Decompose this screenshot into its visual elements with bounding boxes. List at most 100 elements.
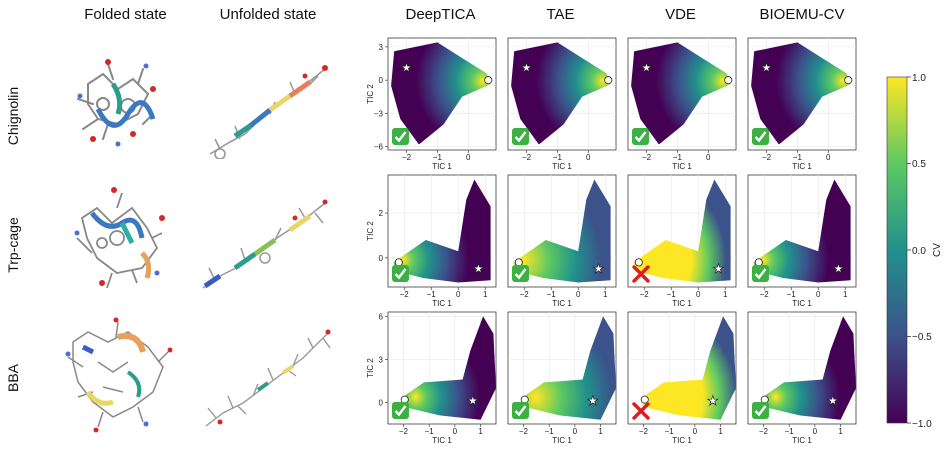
x-tick-label: 0 xyxy=(453,427,458,436)
x-tick-label: −2 xyxy=(522,153,532,162)
x-tick-label: −2 xyxy=(759,427,769,436)
folded-state-star-marker: ★ xyxy=(833,261,845,276)
x-tick-label: 0 xyxy=(826,153,831,162)
x-tick-label: 1 xyxy=(603,290,608,299)
x-tick-label: −1 xyxy=(427,290,437,299)
colorbar-label: CV xyxy=(932,243,943,257)
cv-density-region xyxy=(640,316,736,420)
x-tick-label: −2 xyxy=(402,153,412,162)
cv-density-region xyxy=(760,316,856,420)
x-tick-label: −1 xyxy=(425,427,435,436)
col-title-folded: Folded state xyxy=(84,6,167,23)
y-tick-label: 3 xyxy=(379,355,384,364)
cv-density-region xyxy=(520,316,616,420)
unfolded-state-circle-marker xyxy=(844,76,853,85)
molecule-trp-cage-folded xyxy=(62,178,182,303)
colorbar-tick: 0.5 xyxy=(912,159,926,170)
cv-density-region xyxy=(751,42,850,145)
x-tick-label: 0 xyxy=(816,290,821,299)
x-tick-label: 0 xyxy=(586,153,591,162)
unfolded-state-circle-marker xyxy=(724,76,733,85)
scatter-panel: ★ −2 −1 0 1 TIC 1 6 3 0 TIC 2 xyxy=(366,311,497,445)
x-tick-label: −1 xyxy=(667,290,677,299)
cross-mark-icon xyxy=(632,402,650,420)
unfolded-state-circle-marker xyxy=(754,258,763,267)
col-title-vde: VDE xyxy=(665,6,696,23)
x-axis-label: TIC 1 xyxy=(432,162,452,171)
x-tick-label: 1 xyxy=(478,427,483,436)
y-tick-label: 3 xyxy=(379,43,384,52)
row-label-bba: BBA xyxy=(5,364,21,393)
col-title-deeptica: DeepTICA xyxy=(405,6,476,23)
folded-state-star-marker: ★ xyxy=(707,393,719,408)
x-axis-label: TIC 1 xyxy=(672,436,692,445)
x-tick-label: −1 xyxy=(545,427,555,436)
check-mark-icon xyxy=(752,265,769,282)
cv-density-region xyxy=(753,179,851,283)
x-axis-label: TIC 1 xyxy=(672,299,692,308)
scatter-panel: ★ −2 −1 0 1 TIC 1 xyxy=(627,311,737,445)
y-tick-label: 2 xyxy=(379,209,384,218)
check-mark-icon xyxy=(512,265,529,282)
col-title-unfolded: Unfolded state xyxy=(219,6,317,23)
molecule-bba-unfolded xyxy=(198,318,338,438)
row-label-trp-cage: Trp-cage xyxy=(5,217,21,273)
colorbar-tick: 0.0 xyxy=(912,246,926,257)
cv-density-region xyxy=(633,179,731,283)
col-title-tae: TAE xyxy=(546,6,575,23)
cv-density-region xyxy=(511,42,610,145)
x-tick-label: 1 xyxy=(718,427,723,436)
x-tick-label: 1 xyxy=(598,427,603,436)
col-title-bioemu-cv: BIOEMU-CV xyxy=(759,6,845,23)
x-tick-label: −2 xyxy=(639,427,649,436)
x-tick-label: 0 xyxy=(456,290,461,299)
cv-density-region xyxy=(400,316,496,420)
folded-state-star-marker: ★ xyxy=(827,393,839,408)
x-axis-label: TIC 1 xyxy=(792,436,812,445)
x-tick-label: 0 xyxy=(573,427,578,436)
x-tick-label: −2 xyxy=(642,153,652,162)
x-tick-label: −1 xyxy=(785,427,795,436)
x-tick-label: 0 xyxy=(706,153,711,162)
molecule-chignolin-unfolded xyxy=(200,54,335,164)
cv-density-region xyxy=(393,179,491,283)
x-tick-label: −1 xyxy=(553,153,563,162)
x-tick-label: 1 xyxy=(843,290,848,299)
y-tick-label: −3 xyxy=(374,109,384,118)
x-axis-label: TIC 1 xyxy=(792,162,812,171)
x-axis-label: TIC 1 xyxy=(552,162,572,171)
y-axis-label: TIC 2 xyxy=(366,221,375,241)
x-tick-label: 1 xyxy=(838,427,843,436)
unfolded-state-circle-marker xyxy=(484,76,493,85)
check-mark-icon xyxy=(512,402,529,419)
check-mark-icon xyxy=(392,128,409,145)
x-tick-label: −1 xyxy=(793,153,803,162)
y-tick-label: 0 xyxy=(379,76,384,85)
x-axis-label: TIC 1 xyxy=(792,299,812,308)
x-tick-label: −1 xyxy=(673,153,683,162)
cv-density-region xyxy=(631,42,730,145)
x-tick-label: −2 xyxy=(520,290,530,299)
cross-mark-icon xyxy=(632,265,650,283)
x-tick-label: −1 xyxy=(433,153,443,162)
check-mark-icon xyxy=(632,128,649,145)
colorbar: 1.0 0.5 0.0 −0.5 −1.0 CV xyxy=(880,73,945,433)
folded-state-star-marker: ★ xyxy=(713,261,725,276)
molecule-chignolin-folded xyxy=(58,44,178,164)
y-tick-label: −6 xyxy=(374,143,384,152)
check-mark-icon xyxy=(392,402,409,419)
check-mark-icon xyxy=(392,265,409,282)
x-axis-label: TIC 1 xyxy=(552,436,572,445)
x-tick-label: 0 xyxy=(466,153,471,162)
colorbar-tick: 1.0 xyxy=(912,74,926,84)
y-tick-label: 0 xyxy=(379,398,384,407)
unfolded-state-circle-marker xyxy=(640,395,649,404)
unfolded-state-circle-marker xyxy=(394,258,403,267)
x-tick-label: 0 xyxy=(693,427,698,436)
unfolded-state-circle-marker xyxy=(634,258,643,267)
molecule-bba-folded xyxy=(58,312,180,442)
folded-state-star-marker: ★ xyxy=(401,60,413,75)
y-tick-label: 6 xyxy=(379,312,384,321)
folded-state-star-marker: ★ xyxy=(467,393,479,408)
x-tick-label: 0 xyxy=(696,290,701,299)
